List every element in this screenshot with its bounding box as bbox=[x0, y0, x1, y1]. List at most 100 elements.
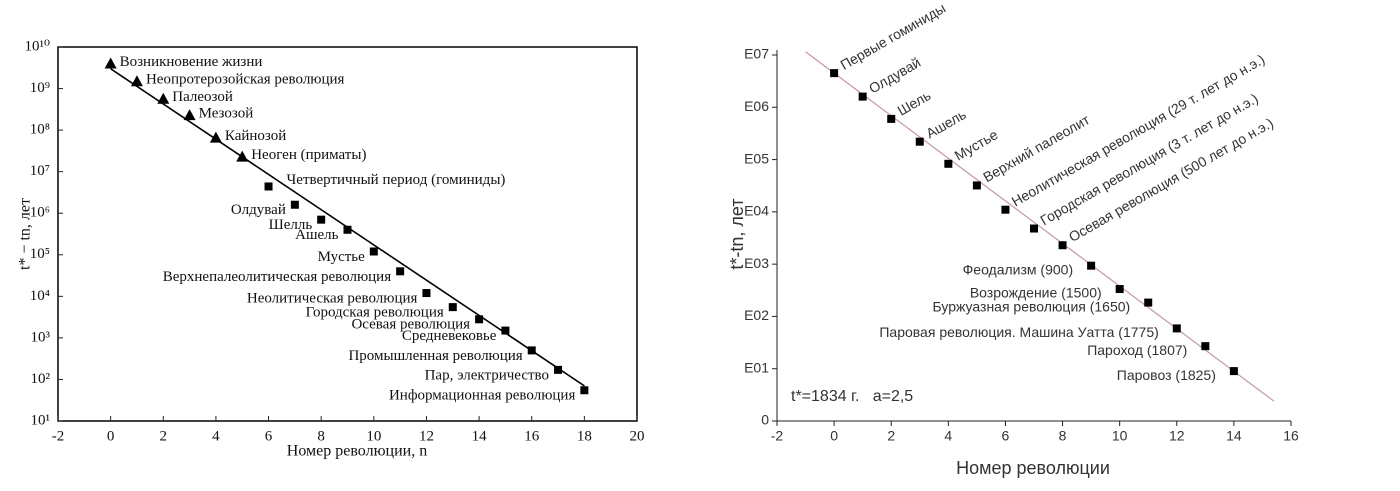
y-axis-label: t*-tn, лет bbox=[727, 198, 747, 269]
point-label: Ашель bbox=[923, 106, 969, 142]
point bbox=[264, 182, 273, 191]
x-tick-label: 4 bbox=[212, 428, 220, 444]
point bbox=[1058, 241, 1067, 250]
point-label: Олдувай bbox=[231, 202, 286, 218]
point-label: Верхнепалеолитическая революция bbox=[163, 269, 391, 285]
x-tick-label: 18 bbox=[577, 428, 592, 444]
point bbox=[130, 75, 143, 87]
point-label: Пар, электричество bbox=[425, 367, 549, 383]
chart: -2 0 2 4 6 8 10 12 14 16 18 20 10¹ 10² 10³ 10⁴ 10⁵ 10⁶ 10⁷… bbox=[17, 38, 645, 459]
point bbox=[1001, 205, 1010, 214]
point-label: Паровоз (1825) bbox=[1117, 367, 1216, 383]
point bbox=[209, 131, 222, 143]
point bbox=[1172, 324, 1181, 333]
point-label: Первые гоминиды bbox=[837, 0, 948, 73]
point-label: Информационная революция bbox=[389, 388, 576, 404]
point bbox=[527, 346, 536, 355]
x-tick-label: 0 bbox=[107, 428, 115, 444]
trend-line bbox=[805, 51, 1275, 402]
chart: -2 0 2 4 6 8 10 12 14 160E01E02E03E04E05E06E07Ном… bbox=[727, 0, 1299, 478]
point bbox=[290, 200, 299, 209]
x-tick-label: 20 bbox=[630, 428, 645, 444]
y-tick-label: E02 bbox=[744, 307, 769, 323]
point-label: Шель bbox=[895, 87, 934, 119]
point-label: Олдувай bbox=[866, 54, 923, 96]
point-label: Шелль bbox=[269, 217, 313, 233]
point bbox=[157, 92, 170, 104]
point bbox=[343, 225, 352, 234]
point bbox=[1229, 367, 1238, 376]
x-axis-label: Номер революции bbox=[956, 458, 1110, 478]
point-label: Мустье bbox=[952, 126, 1001, 164]
point-label: Феодализм (900) bbox=[963, 261, 1073, 277]
point-label: Мустье bbox=[318, 249, 366, 265]
y-tick-label: E05 bbox=[744, 150, 769, 166]
point bbox=[1030, 224, 1038, 233]
point-label: Неопротерозойская революция bbox=[146, 72, 345, 88]
point bbox=[580, 386, 589, 395]
x-tick-label: 10 bbox=[366, 428, 381, 444]
x-tick-label: -2 bbox=[52, 428, 65, 444]
point bbox=[972, 181, 981, 190]
point-label: Средневековье bbox=[402, 328, 497, 344]
plot-frame bbox=[57, 46, 638, 422]
point-label: Пароход (1807) bbox=[1087, 342, 1187, 358]
y-tick-label: E07 bbox=[744, 46, 769, 62]
point-label: Промышленная революция bbox=[348, 348, 522, 364]
point bbox=[369, 247, 378, 256]
y-tick-label: 10³ bbox=[31, 329, 51, 345]
x-tick-label: 2 bbox=[160, 428, 168, 444]
y-tick-label: 10⁵ bbox=[30, 246, 50, 262]
point bbox=[887, 114, 896, 123]
point bbox=[396, 267, 405, 276]
x-tick-label: 6 bbox=[1002, 428, 1010, 444]
point bbox=[236, 150, 249, 162]
point bbox=[830, 69, 839, 78]
x-tick-label: 0 bbox=[830, 428, 838, 444]
point bbox=[104, 57, 117, 69]
x-tick-label: 4 bbox=[944, 428, 952, 444]
point-label: Мезозой bbox=[199, 106, 254, 122]
annotation: t*=1834 г. a=2,5 bbox=[791, 388, 913, 405]
y-tick-label: 10⁷ bbox=[30, 163, 50, 179]
x-tick-label: 6 bbox=[265, 428, 273, 444]
y-tick-label: E06 bbox=[744, 98, 769, 114]
point-label: Кайнозой bbox=[225, 128, 286, 144]
point bbox=[448, 303, 457, 312]
x-tick-label: 14 bbox=[472, 428, 488, 444]
y-tick-label: E01 bbox=[744, 359, 769, 375]
point bbox=[183, 109, 196, 121]
point bbox=[501, 326, 510, 335]
x-tick-label: 8 bbox=[317, 428, 325, 444]
point bbox=[1201, 342, 1210, 351]
x-axis-label: Номер революции, n bbox=[287, 443, 427, 460]
y-tick-label: 10⁶ bbox=[30, 205, 50, 221]
point-label: Неолитическая революция (29 т. лет до н.… bbox=[1009, 51, 1268, 210]
y-tick-label: 10² bbox=[31, 371, 51, 387]
x-tick-label: 2 bbox=[887, 428, 895, 444]
point-label: Паровая революция. Машина Уатта (1775) bbox=[879, 324, 1158, 340]
point-label: Возникновение жизни bbox=[120, 54, 263, 70]
y-tick-label: E04 bbox=[744, 203, 769, 219]
point bbox=[554, 365, 563, 374]
x-tick-label: -2 bbox=[771, 428, 784, 444]
point-label: Городская революция bbox=[306, 305, 444, 321]
point bbox=[317, 215, 326, 224]
x-tick-label: 16 bbox=[524, 428, 540, 444]
point-label: Буржуазная революция (1650) bbox=[933, 298, 1131, 314]
point bbox=[422, 289, 431, 298]
y-tick-label: 10¹⁰ bbox=[24, 38, 50, 54]
y-tick-label: 10⁸ bbox=[30, 122, 50, 138]
point-label: Возрождение (1500) bbox=[970, 285, 1102, 301]
x-tick-label: 12 bbox=[419, 428, 434, 444]
y-tick-label: E03 bbox=[744, 255, 769, 271]
point-label: Ашель bbox=[295, 227, 339, 243]
x-tick-label: 16 bbox=[1283, 428, 1299, 444]
y-axis-label: t* − tn, лет bbox=[17, 198, 34, 270]
point-label: Неоген (приматы) bbox=[251, 147, 366, 163]
point-label: Палеозой bbox=[172, 89, 233, 105]
y-tick-label: 10⁹ bbox=[30, 80, 50, 96]
x-tick-label: 14 bbox=[1226, 428, 1242, 444]
